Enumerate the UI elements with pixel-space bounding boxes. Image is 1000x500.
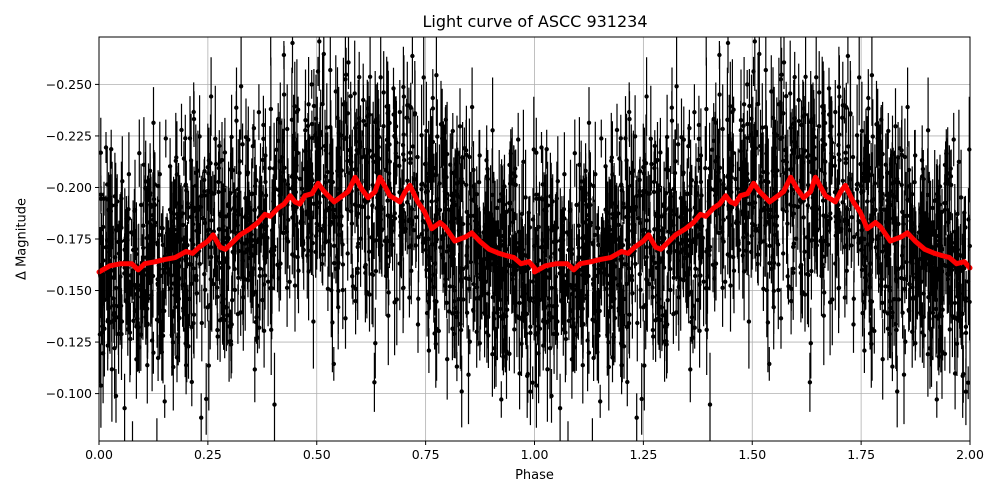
- x-tick-label: 1.25: [629, 447, 657, 462]
- y-axis-ticks: −0.250 −0.225 −0.200 −0.175 −0.150 −0.125 −0.1…: [46, 77, 99, 401]
- y-tick-label: −0.200: [46, 180, 92, 195]
- y-tick-label: −0.125: [46, 335, 92, 350]
- x-tick-label: 2.00: [956, 447, 984, 462]
- x-tick-label: 0.25: [194, 447, 222, 462]
- x-tick-label: 1.50: [738, 447, 766, 462]
- x-tick-label: 0.75: [412, 447, 440, 462]
- observation-points: [97, 37, 972, 441]
- x-axis-label: Phase: [515, 468, 554, 483]
- model-curve: [96, 174, 973, 275]
- y-tick-label: −0.250: [46, 77, 92, 92]
- x-tick-label: 0.50: [303, 447, 331, 462]
- y-tick-label: −0.100: [46, 386, 92, 401]
- x-axis-ticks: 0.00 0.25 0.50 0.75 1.00 1.25 1.50 1.75 2.00: [85, 441, 984, 462]
- chart-title: Light curve of ASCC 931234: [422, 12, 648, 31]
- x-tick-label: 1.00: [521, 447, 549, 462]
- y-tick-label: −0.225: [46, 128, 92, 143]
- y-tick-label: −0.175: [46, 232, 92, 247]
- x-tick-label: 0.00: [85, 447, 113, 462]
- x-tick-label: 1.75: [847, 447, 875, 462]
- y-tick-label: −0.150: [46, 283, 92, 298]
